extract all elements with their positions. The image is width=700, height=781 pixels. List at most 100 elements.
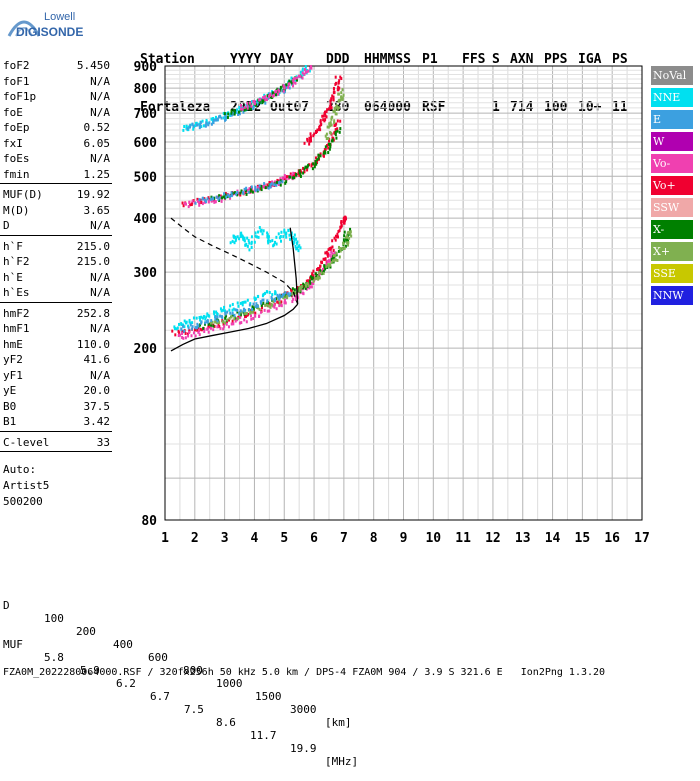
echo-point: [334, 234, 337, 238]
legend-item: W: [651, 132, 693, 151]
echo-point: [346, 235, 349, 239]
echo-point: [249, 189, 252, 193]
param-value: N/A: [90, 74, 110, 88]
echo-point: [294, 298, 297, 302]
echo-point: [330, 250, 333, 254]
echo-point: [257, 188, 260, 192]
echo-point: [242, 307, 245, 311]
echo-point: [206, 319, 209, 323]
echo-point: [258, 314, 261, 318]
param-value: N/A: [90, 152, 110, 165]
echo-point: [231, 311, 234, 315]
echo-point: [215, 310, 218, 314]
footer: D 100 200 400 600 800 1000 1500 3000 [km…: [0, 560, 700, 768]
echo-point: [342, 220, 345, 224]
echo-point: [180, 328, 183, 332]
header-label-ddd: DDD: [326, 52, 350, 67]
echo-point: [326, 260, 329, 264]
echo-point: [332, 259, 335, 263]
echo-point: [326, 108, 329, 112]
echo-point: [283, 86, 286, 90]
echo-point: [338, 79, 341, 83]
echo-point: [319, 128, 322, 132]
echo-point: [246, 105, 249, 109]
echo-point: [238, 315, 241, 319]
x-tick-label: 7: [340, 531, 348, 546]
x-tick-label: 13: [515, 531, 531, 546]
echo-point: [171, 329, 174, 333]
echo-point: [232, 307, 235, 311]
footer-muf-value: 11.7: [250, 729, 277, 742]
electron-density-profile: [170, 303, 299, 352]
echo-point: [329, 265, 332, 269]
param-label: foEp: [3, 121, 30, 134]
y-tick-label: 500: [134, 170, 158, 185]
echo-point: [207, 199, 210, 203]
echo-point: [288, 79, 291, 83]
echo-point: [188, 318, 191, 322]
echo-point: [205, 315, 208, 319]
footer-distance-row: D 100 200 400 600 800 1000 1500 3000 [km…: [0, 586, 700, 729]
echo-point: [281, 180, 284, 184]
echo-point: [184, 331, 187, 335]
param-label: M(D): [3, 203, 30, 217]
echo-point: [218, 196, 221, 200]
echo-point: [192, 316, 195, 320]
echo-point: [261, 232, 264, 236]
echo-point: [333, 106, 336, 110]
echo-point: [234, 319, 237, 323]
echo-point: [268, 302, 271, 306]
echo-point: [311, 167, 314, 171]
echo-point: [254, 231, 257, 235]
echo-point: [177, 329, 180, 333]
echo-point: [181, 331, 184, 335]
echo-point: [336, 127, 339, 131]
echo-point: [243, 300, 246, 304]
echo-point: [338, 229, 341, 233]
echo-point: [260, 188, 263, 192]
param-value: 3.65: [83, 203, 111, 217]
echo-point: [267, 186, 270, 190]
echo-point: [303, 72, 306, 76]
echo-point: [334, 238, 337, 242]
echo-point: [210, 199, 213, 203]
echo-point: [313, 165, 316, 169]
echo-point: [268, 290, 271, 294]
echo-point: [292, 77, 295, 81]
echo-point: [288, 294, 291, 298]
echo-point: [190, 327, 193, 331]
header-label-s: S: [492, 52, 500, 67]
echo-point: [239, 191, 242, 195]
echo-point: [266, 94, 269, 98]
echo-point: [251, 100, 254, 104]
echo-point: [210, 195, 213, 199]
echo-point: [274, 93, 277, 97]
echo-point: [203, 328, 206, 332]
echo-point: [245, 320, 248, 324]
echo-point: [297, 249, 300, 253]
echo-point: [328, 106, 331, 110]
footer-d-label: D: [3, 599, 10, 612]
echo-point: [262, 293, 265, 297]
auto-scaling-line2: Artist5: [3, 479, 50, 492]
param-value: 6.05: [83, 136, 111, 150]
echo-point: [277, 295, 280, 299]
trace-oblique-cloud-nne: [229, 226, 302, 253]
echo-point: [300, 284, 303, 288]
param-label: D: [3, 219, 10, 232]
echo-point: [266, 239, 269, 243]
echo-point: [196, 328, 199, 332]
echo-point: [189, 321, 192, 325]
x-tick-label: 17: [634, 531, 650, 546]
echo-point: [191, 199, 194, 203]
echo-point: [264, 101, 267, 105]
param-label: hmE: [3, 337, 23, 351]
echo-point: [243, 105, 246, 109]
echo-point: [238, 112, 241, 116]
echo-point: [219, 326, 222, 330]
echo-point: [200, 328, 203, 332]
echo-point: [332, 249, 335, 253]
echo-point: [227, 112, 230, 116]
echo-point: [192, 127, 195, 131]
echo-point: [222, 327, 225, 331]
